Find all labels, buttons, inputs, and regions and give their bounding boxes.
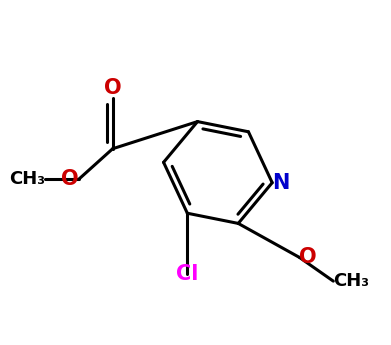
Text: CH₃: CH₃	[333, 272, 369, 290]
Text: O: O	[61, 169, 79, 189]
Text: Cl: Cl	[176, 264, 199, 284]
Text: N: N	[272, 173, 290, 193]
Text: O: O	[104, 78, 122, 98]
Text: O: O	[300, 247, 317, 267]
Text: CH₃: CH₃	[9, 170, 45, 188]
